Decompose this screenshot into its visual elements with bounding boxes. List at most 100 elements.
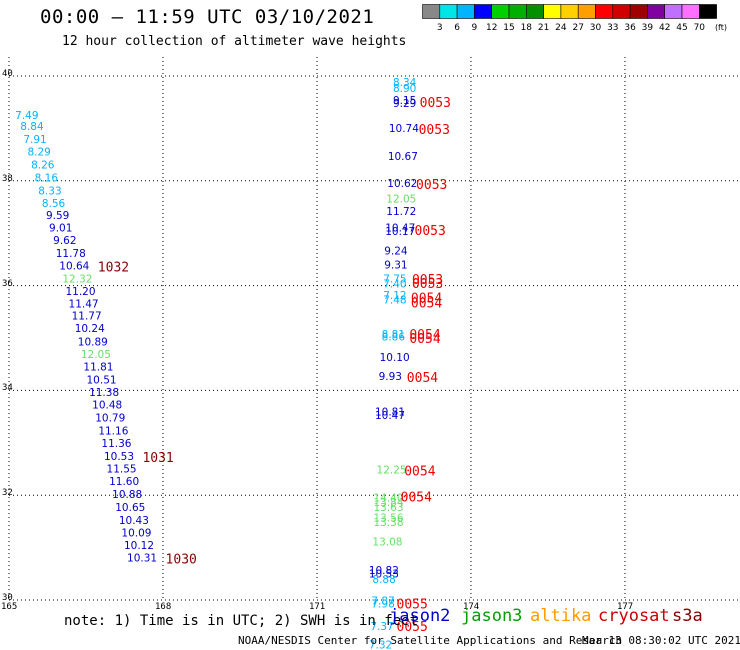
map-title: 00:00 – 11:59 UTC 03/10/2021 <box>40 6 375 28</box>
swh-value: 10.64 <box>59 260 89 272</box>
pass-time: 0053 <box>415 224 446 239</box>
swh-value: 11.78 <box>56 248 86 260</box>
swh-value: 7.32 <box>369 640 392 650</box>
satellite-cryosat: cryosat <box>598 606 670 626</box>
swh-value: 13.38 <box>373 517 403 529</box>
lat-label: 32 <box>2 488 13 499</box>
swh-value: 11.60 <box>109 476 139 488</box>
pass-time-labels: 1032103110300053005300530053005300530054… <box>98 96 451 635</box>
pass-time: 0053 <box>412 273 443 288</box>
swh-value: 11.47 <box>69 299 99 311</box>
swh-value: 7.91 <box>23 134 46 146</box>
swh-value: 8.26 <box>31 160 55 172</box>
colorbar-tick-label: 24 <box>555 23 567 32</box>
pass-time: 0053 <box>416 178 447 193</box>
pass-time: 0054 <box>409 332 440 347</box>
swh-value: 7.87 <box>371 596 394 608</box>
swh-value: 11.20 <box>65 286 95 298</box>
swh-value: 10.65 <box>115 502 145 514</box>
pass-time: 0053 <box>412 277 443 292</box>
swh-value: 8.29 <box>27 147 50 159</box>
swh-value: 12.32 <box>62 273 92 285</box>
swh-value: 8.88 <box>372 574 395 586</box>
swh-value: 7.98 <box>371 598 394 610</box>
swh-value: 10.53 <box>369 568 399 580</box>
lat-label: 34 <box>2 383 13 394</box>
pass-time: 1030 <box>166 553 197 568</box>
swh-value: 8.56 <box>42 198 66 210</box>
swh-value: 9.29 <box>393 98 416 110</box>
colorbar-tick-label: 36 <box>624 23 636 32</box>
swh-value: 10.62 <box>387 178 417 190</box>
swh-value: 11.81 <box>83 361 113 373</box>
lon-label: 174 <box>462 602 480 612</box>
satellite-s3a: s3a <box>672 606 703 626</box>
lat-label: 30 <box>2 593 13 603</box>
colorbar-tick-label: 21 <box>538 23 549 32</box>
timestamp: Mar 13 08:30:02 UTC 2021 <box>582 634 740 647</box>
swh-value: 9.24 <box>384 246 408 258</box>
satellite-altika: altika <box>530 606 592 626</box>
lon-label: 165 <box>1 602 18 612</box>
swh-value: 10.48 <box>92 400 122 412</box>
colorbar-tick-label: 42 <box>659 23 670 32</box>
colorbar-tick-label: 9 <box>472 23 478 32</box>
swh-value: 7.40 <box>383 279 406 291</box>
swh-value: 10.53 <box>104 451 134 463</box>
pass-time: 0054 <box>411 291 442 306</box>
swh-value: 8.90 <box>393 83 416 95</box>
swh-value: 10.47 <box>375 410 405 422</box>
pass-time: 0054 <box>401 490 432 505</box>
swh-value: 10.74 <box>389 123 419 135</box>
swh-value: 12.25 <box>377 465 407 477</box>
swh-value: 8.84 <box>20 121 44 133</box>
pass-time: 0054 <box>407 371 438 386</box>
swh-value: 14.40 <box>373 492 403 504</box>
swh-value: 10.09 <box>121 528 151 540</box>
colorbar-tick-label: 12 <box>486 23 497 32</box>
colorbar-swatch <box>698 4 717 19</box>
lon-label: 171 <box>308 602 326 612</box>
swh-value: 13.63 <box>373 502 403 514</box>
swh-value: 9.59 <box>46 210 69 222</box>
swh-value: 7.49 <box>15 110 38 122</box>
swh-value: 7.48 <box>383 294 406 306</box>
credit-line: NOAA/NESDIS Center for Satellite Applica… <box>238 634 623 647</box>
swh-value: 12.05 <box>386 193 416 205</box>
pass-time: 1032 <box>98 260 129 275</box>
swh-value: 10.43 <box>119 515 149 527</box>
swh-value: 10.51 <box>87 375 117 387</box>
swh-value: 10.89 <box>78 336 108 348</box>
pass-time: 1031 <box>142 451 173 466</box>
swh-value: 13.84 <box>373 497 403 509</box>
colorbar-unit: (ft) <box>715 23 727 32</box>
colorbar-tick-label: 45 <box>676 23 687 32</box>
colorbar-tick-label: 6 <box>454 23 460 32</box>
wave-height-labels: 7.498.847.918.298.268.168.338.569.599.01… <box>15 77 419 650</box>
footer-note: note: 1) Time is in UTC; 2) SWH is in fe… <box>64 613 419 629</box>
colorbar-tick-label: 30 <box>590 23 602 32</box>
lon-label: 177 <box>616 602 634 612</box>
swh-value: 12.05 <box>81 349 111 361</box>
swh-value: 10.81 <box>375 407 405 419</box>
swh-value: 7.75 <box>383 273 406 285</box>
colorbar-tick-label: 18 <box>521 23 533 32</box>
colorbar-tick-label: 39 <box>642 23 654 32</box>
swh-value: 11.77 <box>72 311 102 323</box>
swh-value: 11.36 <box>101 438 131 450</box>
swh-value: 9.01 <box>49 223 72 235</box>
swh-value: 9.62 <box>53 235 76 247</box>
lon-label: 168 <box>154 602 172 612</box>
swh-value: 10.17 <box>385 226 415 238</box>
swh-value: 11.55 <box>107 464 137 476</box>
graticule-grid <box>8 57 739 601</box>
swh-value: 8.86 <box>382 332 406 344</box>
swh-value: 13.56 <box>373 512 403 524</box>
colorbar-tick-label: 27 <box>572 23 583 32</box>
colorbar-tick-label: 33 <box>607 23 618 32</box>
map-subtitle: 12 hour collection of altimeter wave hei… <box>62 34 407 49</box>
satellite-jason2: jason2 <box>389 606 451 626</box>
pass-time: 0053 <box>420 96 451 111</box>
swh-value: 10.82 <box>369 565 399 577</box>
lat-label: 36 <box>2 278 13 289</box>
